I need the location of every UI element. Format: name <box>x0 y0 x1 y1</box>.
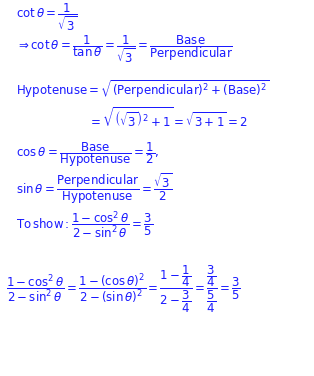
Text: $\Rightarrow \cot\theta = \dfrac{1}{\tan\theta} = \dfrac{1}{\sqrt{3}} = \dfrac{\: $\Rightarrow \cot\theta = \dfrac{1}{\tan… <box>16 33 233 65</box>
Text: $\cot\theta = \dfrac{1}{\sqrt{3}}$: $\cot\theta = \dfrac{1}{\sqrt{3}}$ <box>16 1 77 33</box>
Text: $\mathrm{Hypotenuse} = \sqrt{(\mathrm{Perpendicular})^2 + (\mathrm{Base})^2}$: $\mathrm{Hypotenuse} = \sqrt{(\mathrm{Pe… <box>16 79 269 101</box>
Text: $\dfrac{1 - \cos^2\theta}{2 - \sin^2\theta} = \dfrac{1-(\cos\theta)^2}{2-(\sin\t: $\dfrac{1 - \cos^2\theta}{2 - \sin^2\the… <box>6 264 241 315</box>
Text: $\cos\theta = \dfrac{\mathrm{Base}}{\mathrm{Hypotenuse}} = \dfrac{1}{2},$: $\cos\theta = \dfrac{\mathrm{Base}}{\mat… <box>16 140 159 168</box>
Text: $= \sqrt{\left(\sqrt{3}\right)^2 + 1} = \sqrt{3+1} = 2$: $= \sqrt{\left(\sqrt{3}\right)^2 + 1} = … <box>88 106 248 130</box>
Text: $\sin\theta = \dfrac{\mathrm{Perpendicular}}{\mathrm{Hypotenuse}} = \dfrac{\sqrt: $\sin\theta = \dfrac{\mathrm{Perpendicul… <box>16 171 172 206</box>
Text: $\mathrm{To\,show} : \dfrac{1 - \cos^2\theta}{2 - \sin^2\theta} = \dfrac{3}{5}$: $\mathrm{To\,show} : \dfrac{1 - \cos^2\t… <box>16 210 153 241</box>
